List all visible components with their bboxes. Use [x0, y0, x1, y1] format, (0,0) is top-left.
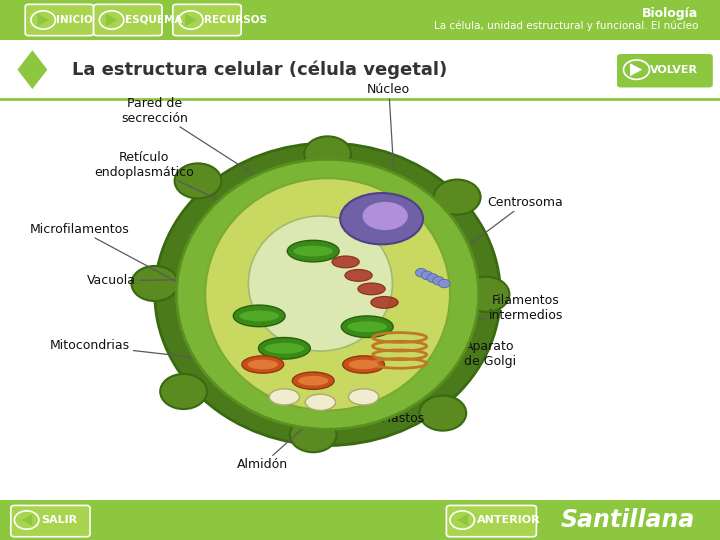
Text: Mitocondrias: Mitocondrias: [50, 339, 253, 364]
Circle shape: [438, 279, 450, 288]
Ellipse shape: [298, 376, 328, 386]
Ellipse shape: [176, 159, 479, 429]
Text: Centrosoma: Centrosoma: [431, 196, 564, 274]
Text: Vacuola: Vacuola: [87, 274, 282, 287]
Ellipse shape: [362, 201, 409, 231]
Ellipse shape: [433, 179, 481, 215]
FancyBboxPatch shape: [617, 54, 713, 87]
Ellipse shape: [258, 338, 310, 359]
Ellipse shape: [175, 163, 222, 198]
Text: Santillana: Santillana: [560, 508, 695, 532]
Circle shape: [421, 271, 433, 280]
Ellipse shape: [265, 343, 305, 354]
Ellipse shape: [289, 417, 336, 453]
Ellipse shape: [341, 193, 423, 244]
Ellipse shape: [132, 266, 179, 301]
Polygon shape: [457, 514, 468, 526]
Ellipse shape: [419, 395, 467, 431]
Ellipse shape: [233, 305, 285, 327]
Ellipse shape: [248, 360, 278, 369]
Circle shape: [415, 268, 427, 277]
Text: Aparato
de Golgi: Aparato de Golgi: [402, 338, 516, 368]
FancyBboxPatch shape: [0, 500, 720, 540]
Polygon shape: [37, 14, 49, 26]
Ellipse shape: [343, 356, 384, 373]
Ellipse shape: [292, 372, 334, 389]
Text: VOLVER: VOLVER: [649, 65, 698, 75]
Ellipse shape: [348, 389, 379, 405]
Text: RECURSOS: RECURSOS: [204, 15, 266, 25]
Text: Almidón: Almidón: [237, 401, 333, 471]
Ellipse shape: [332, 256, 359, 268]
Text: Núcleo: Núcleo: [367, 83, 410, 205]
Text: La célula, unidad estructural y funcional. El núcleo: La célula, unidad estructural y funciona…: [434, 20, 698, 31]
Ellipse shape: [205, 178, 450, 410]
Ellipse shape: [347, 321, 387, 332]
Ellipse shape: [242, 356, 284, 373]
Ellipse shape: [305, 136, 351, 172]
FancyBboxPatch shape: [94, 4, 162, 36]
Ellipse shape: [348, 360, 379, 369]
FancyBboxPatch shape: [11, 505, 90, 537]
Ellipse shape: [294, 246, 333, 256]
Ellipse shape: [269, 389, 300, 405]
Text: Biología: Biología: [642, 7, 698, 20]
Text: ESQUEMA: ESQUEMA: [125, 15, 182, 25]
Ellipse shape: [287, 240, 339, 262]
Text: Plastos: Plastos: [372, 329, 426, 425]
Ellipse shape: [155, 143, 500, 446]
Ellipse shape: [239, 310, 279, 321]
FancyBboxPatch shape: [173, 4, 241, 36]
Circle shape: [427, 274, 438, 282]
Text: La estructura celular (célula vegetal): La estructura celular (célula vegetal): [72, 60, 447, 79]
Polygon shape: [630, 63, 642, 76]
Ellipse shape: [358, 283, 385, 295]
Text: INICIO: INICIO: [56, 15, 93, 25]
Text: Microfilamentos: Microfilamentos: [30, 223, 203, 296]
Circle shape: [433, 276, 444, 285]
Polygon shape: [17, 49, 48, 90]
Ellipse shape: [463, 276, 510, 312]
Text: Pared de
secrección: Pared de secrección: [122, 97, 253, 174]
Polygon shape: [185, 14, 197, 26]
Ellipse shape: [160, 374, 207, 409]
Text: ANTERIOR: ANTERIOR: [477, 515, 540, 525]
Ellipse shape: [345, 269, 372, 281]
FancyBboxPatch shape: [25, 4, 94, 36]
FancyBboxPatch shape: [0, 0, 720, 40]
Polygon shape: [22, 514, 32, 526]
Ellipse shape: [248, 216, 392, 351]
Text: Retículo
endoplasmático: Retículo endoplasmático: [94, 151, 347, 261]
Polygon shape: [106, 14, 117, 26]
Text: SALIR: SALIR: [41, 515, 77, 525]
Ellipse shape: [341, 316, 393, 338]
Ellipse shape: [305, 394, 336, 410]
FancyBboxPatch shape: [446, 505, 536, 537]
Text: Filamentos
intermedios: Filamentos intermedios: [431, 294, 563, 332]
Ellipse shape: [371, 296, 398, 308]
